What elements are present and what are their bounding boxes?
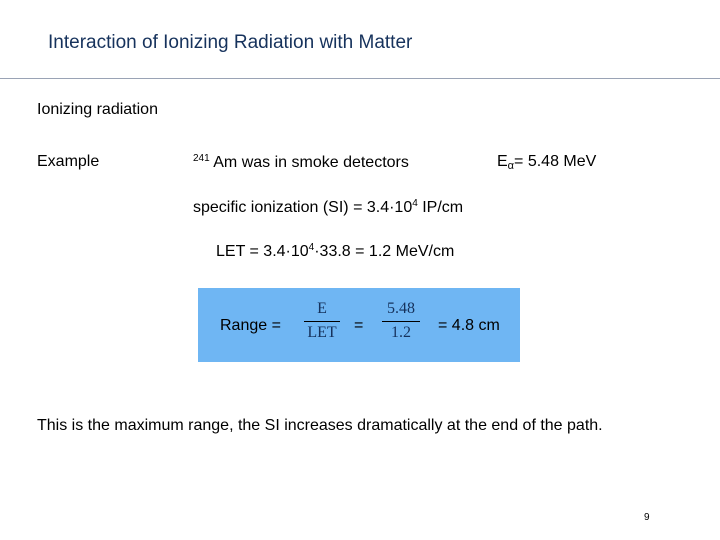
slide-title: Interaction of Ionizing Radiation with M… — [48, 32, 413, 53]
si-exponent: 4 — [412, 198, 418, 209]
let-line: LET = 3.4·104·33.8 = 1.2 MeV/cm — [216, 242, 454, 261]
isotope-mass-number: 241 — [193, 153, 210, 164]
alpha-energy: Eα= 5.48 MeV — [497, 153, 596, 172]
fraction-numerator: E — [317, 300, 327, 317]
range-fraction-numeric: 5.48 1.2 — [382, 300, 420, 342]
title-divider — [0, 78, 720, 79]
fraction-numerator: 5.48 — [387, 300, 415, 317]
si-text: specific ionization (SI) = 3.4·10 — [193, 199, 413, 216]
isotope-text: Am was in smoke detectors — [213, 154, 409, 171]
section-heading: Ionizing radiation — [37, 101, 158, 118]
range-result: = 4.8 cm — [438, 317, 500, 334]
range-highlight-box: Range = E LET = 5.48 1.2 = 4.8 cm — [198, 288, 520, 362]
conclusion-note: This is the maximum range, the SI increa… — [37, 417, 603, 434]
isotope-line: 241 Am was in smoke detectors — [193, 153, 409, 172]
let-exponent: 4 — [308, 242, 315, 253]
example-label: Example — [37, 153, 100, 170]
range-fraction-symbolic: E LET — [304, 300, 340, 342]
page-number: 9 — [644, 512, 650, 523]
alpha-subscript: α — [507, 160, 515, 172]
let-prefix: LET = 3.4·10 — [216, 243, 309, 260]
let-suffix: ·33.8 = 1.2 MeV/cm — [314, 243, 455, 260]
energy-symbol: E — [497, 153, 508, 170]
equals-sign: = — [354, 317, 364, 334]
si-unit: IP/cm — [422, 199, 464, 216]
energy-value: = 5.48 MeV — [514, 153, 597, 170]
fraction-denominator: 1.2 — [382, 321, 420, 342]
fraction-denominator: LET — [304, 321, 340, 342]
specific-ionization-line: specific ionization (SI) = 3.4·104 IP/cm — [193, 198, 463, 217]
range-label: Range = — [220, 317, 281, 334]
